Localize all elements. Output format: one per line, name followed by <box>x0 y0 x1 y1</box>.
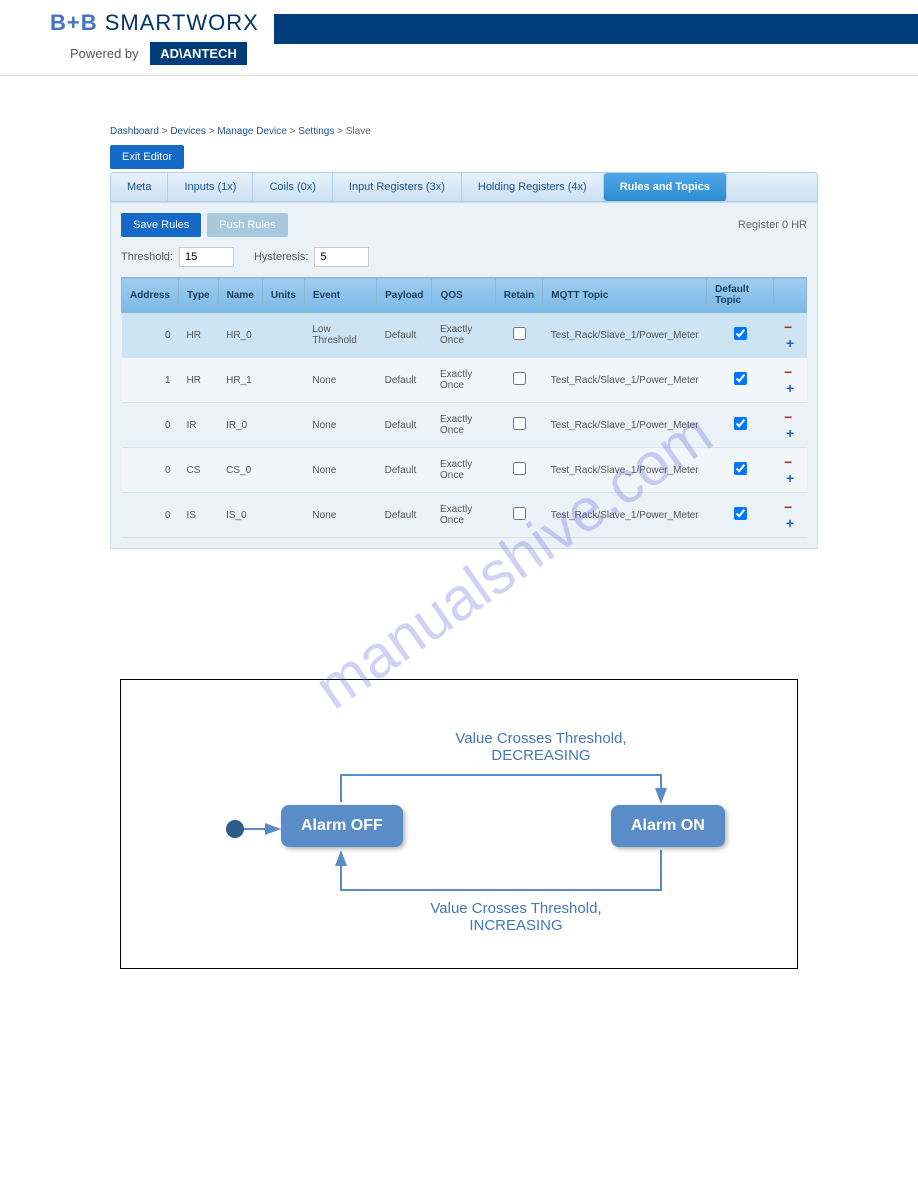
header-banner: B+B SMARTWORX Powered by AD\ANTECH <box>0 0 918 76</box>
col-header-2: Name <box>218 278 262 313</box>
hysteresis-input[interactable] <box>314 247 369 267</box>
breadcrumb-settings[interactable]: Settings <box>298 126 334 137</box>
logo-text: SMARTWORX <box>105 10 259 35</box>
col-header-1: Type <box>179 278 219 313</box>
register-label: Register 0 HR <box>738 219 807 231</box>
push-rules-button[interactable]: Push Rules <box>207 213 287 237</box>
rules-panel: Save Rules Push Rules Register 0 HR Thre… <box>110 202 818 549</box>
default-topic-checkbox[interactable] <box>734 327 747 340</box>
powered-by-text: Powered by <box>70 46 139 61</box>
alarm-on-node: Alarm ON <box>611 805 725 847</box>
table-row[interactable]: 0IRIR_0NoneDefaultExactly OnceTest_Rack/… <box>122 403 807 448</box>
table-body: 0HRHR_0Low ThresholdDefaultExactly OnceT… <box>122 313 807 538</box>
diagram-container: Alarm OFF Alarm ON Value Crosses Thresho… <box>120 679 798 969</box>
breadcrumb-devices[interactable]: Devices <box>170 126 206 137</box>
add-icon[interactable]: + <box>786 425 794 441</box>
label-increasing: Value Crosses Threshold,INCREASING <box>391 900 641 934</box>
breadcrumb-current: Slave <box>346 126 371 137</box>
tabs: MetaInputs (1x)Coils (0x)Input Registers… <box>110 172 818 202</box>
logo-main: B+B SMARTWORX <box>50 10 259 36</box>
hysteresis-label: Hysteresis: <box>254 251 308 263</box>
retain-checkbox[interactable] <box>513 327 526 340</box>
rules-table: AddressTypeNameUnitsEventPayloadQOSRetai… <box>121 277 807 538</box>
tab-5[interactable]: Rules and Topics <box>604 173 727 201</box>
col-header-5: Payload <box>377 278 432 313</box>
logo-area: B+B SMARTWORX Powered by AD\ANTECH <box>0 0 274 75</box>
default-topic-checkbox[interactable] <box>734 372 747 385</box>
remove-icon[interactable]: − <box>784 409 792 425</box>
default-topic-checkbox[interactable] <box>734 462 747 475</box>
remove-icon[interactable]: − <box>784 319 792 335</box>
default-topic-checkbox[interactable] <box>734 507 747 520</box>
add-icon[interactable]: + <box>786 380 794 396</box>
alarm-off-node: Alarm OFF <box>281 805 403 847</box>
breadcrumb: Dashboard > Devices > Manage Device > Se… <box>110 126 818 137</box>
label-decreasing: Value Crosses Threshold,DECREASING <box>416 730 666 764</box>
threshold-row: Threshold: Hysteresis: <box>121 247 807 267</box>
table-header-row: AddressTypeNameUnitsEventPayloadQOSRetai… <box>122 278 807 313</box>
screenshot-area: Dashboard > Devices > Manage Device > Se… <box>0 76 918 579</box>
retain-checkbox[interactable] <box>513 372 526 385</box>
table-row[interactable]: 1HRHR_1NoneDefaultExactly OnceTest_Rack/… <box>122 358 807 403</box>
table-row[interactable]: 0ISIS_0NoneDefaultExactly OnceTest_Rack/… <box>122 493 807 538</box>
advantech-badge: AD\ANTECH <box>150 42 247 65</box>
retain-checkbox[interactable] <box>513 417 526 430</box>
breadcrumb-manage[interactable]: Manage Device <box>217 126 286 137</box>
tab-1[interactable]: Inputs (1x) <box>168 173 253 201</box>
button-row: Save Rules Push Rules Register 0 HR <box>121 213 807 237</box>
tab-4[interactable]: Holding Registers (4x) <box>462 173 604 201</box>
remove-icon[interactable]: − <box>784 364 792 380</box>
retain-checkbox[interactable] <box>513 507 526 520</box>
threshold-input[interactable] <box>179 247 234 267</box>
remove-icon[interactable]: − <box>784 499 792 515</box>
col-header-3: Units <box>262 278 304 313</box>
add-icon[interactable]: + <box>786 515 794 531</box>
col-header-7: Retain <box>495 278 543 313</box>
col-header-6: QOS <box>432 278 495 313</box>
state-diagram: Alarm OFF Alarm ON Value Crosses Thresho… <box>161 710 757 918</box>
start-node <box>226 820 244 838</box>
table-row[interactable]: 0HRHR_0Low ThresholdDefaultExactly OnceT… <box>122 313 807 358</box>
col-header-9: Default Topic <box>707 278 774 313</box>
threshold-label: Threshold: <box>121 251 173 263</box>
table-row[interactable]: 0CSCS_0NoneDefaultExactly OnceTest_Rack/… <box>122 448 807 493</box>
breadcrumb-dashboard[interactable]: Dashboard <box>110 126 159 137</box>
col-header-8: MQTT Topic <box>543 278 707 313</box>
col-header-4: Event <box>304 278 376 313</box>
retain-checkbox[interactable] <box>513 462 526 475</box>
remove-icon[interactable]: − <box>784 454 792 470</box>
add-icon[interactable]: + <box>786 335 794 351</box>
logo-sub: Powered by AD\ANTECH <box>70 42 259 65</box>
tab-3[interactable]: Input Registers (3x) <box>333 173 462 201</box>
blue-bar <box>274 14 918 44</box>
save-rules-button[interactable]: Save Rules <box>121 213 201 237</box>
tab-2[interactable]: Coils (0x) <box>253 173 332 201</box>
col-header-0: Address <box>122 278 179 313</box>
add-icon[interactable]: + <box>786 470 794 486</box>
logo-prefix: B+B <box>50 10 98 35</box>
tab-0[interactable]: Meta <box>111 173 168 201</box>
exit-editor-button[interactable]: Exit Editor <box>110 145 184 169</box>
default-topic-checkbox[interactable] <box>734 417 747 430</box>
col-header-10 <box>774 278 807 313</box>
